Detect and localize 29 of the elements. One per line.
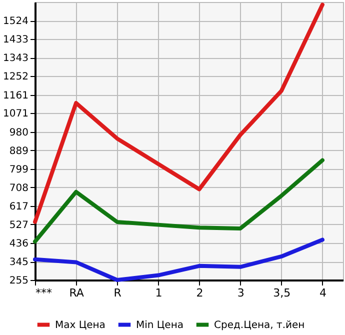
x-tick-label: 3: [237, 286, 244, 300]
legend-label: Min Цена: [136, 320, 184, 331]
legend-label: Max Цена: [55, 320, 106, 331]
line-series: [33, 158, 324, 244]
x-tick-label: 4: [319, 286, 326, 300]
y-tick-label: 617: [9, 202, 28, 213]
y-tick-label: 345: [9, 257, 28, 268]
x-tick-label: 2: [196, 286, 204, 300]
y-tick-label: 1071: [3, 108, 28, 120]
line-series: [33, 2, 324, 224]
x-tick-label: 3,5: [273, 286, 291, 300]
y-tick-label: 436: [9, 238, 28, 250]
x-tick-label: ***: [36, 286, 52, 300]
y-tick-label: 1433: [3, 34, 28, 46]
x-tick-label: RA: [69, 286, 84, 300]
y-tick-label: 799: [9, 164, 28, 176]
y-tick-label: 1252: [3, 72, 28, 83]
y-tick-label: 1161: [3, 90, 28, 102]
y-tick-label: 527: [9, 220, 28, 231]
y-tick-label: 980: [9, 127, 28, 138]
legend-label: Сред.Цена, т.йен: [214, 320, 305, 331]
y-tick-label: 889: [9, 146, 28, 157]
x-tick-label: R: [114, 286, 122, 300]
y-tick-label: 1343: [3, 53, 28, 64]
line-series: [33, 238, 324, 282]
y-tick-label: 1524: [3, 16, 28, 28]
y-tick-label: 708: [9, 182, 28, 194]
x-tick-label: 1: [155, 286, 162, 300]
y-tick-label: 255: [9, 276, 28, 286]
